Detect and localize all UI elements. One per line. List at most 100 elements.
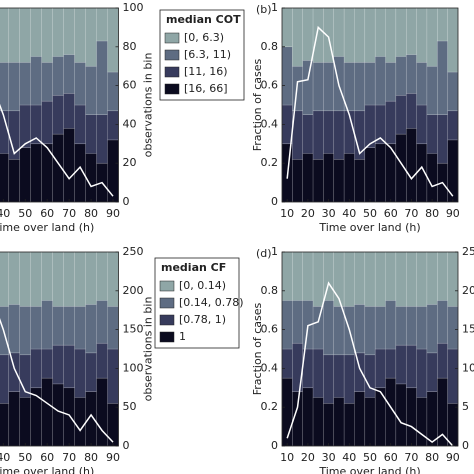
legend-label: [6.3, 11): [184, 48, 231, 61]
y2-tick-label: 15: [462, 323, 474, 336]
bar-segment: [364, 397, 376, 447]
bar-segment: [416, 348, 428, 398]
bar-segment: [74, 251, 86, 307]
bar-segment: [96, 251, 108, 301]
bar-segment: [74, 7, 86, 63]
y2-tick-label: 25: [462, 245, 474, 258]
bar-segment: [0, 354, 10, 404]
legend-swatch: [164, 49, 180, 61]
y2-tick-label: 0: [462, 439, 469, 452]
bar-segment: [374, 143, 386, 203]
bar-segment: [96, 40, 108, 115]
bar-segment: [333, 354, 345, 398]
bar-segment: [447, 139, 459, 203]
x-tick-label: 80: [84, 207, 98, 220]
y-tick-label: 0: [271, 195, 278, 208]
y2-tick-label: 100: [123, 1, 144, 14]
x-tick-label: 70: [404, 207, 418, 220]
bar-segment: [19, 62, 31, 106]
y-axis-label: Fraction of cases: [251, 302, 264, 395]
bar-segment: [107, 403, 119, 447]
bar-segment: [426, 352, 438, 392]
legend-label: [0, 0.14): [179, 279, 226, 292]
bar-segment: [281, 377, 293, 447]
x-tick-label: 80: [425, 207, 439, 220]
bar-segment: [312, 348, 324, 398]
bar-segment: [416, 104, 428, 145]
bar-segment: [323, 300, 335, 356]
bar-segment: [312, 7, 324, 63]
bar-segment: [426, 251, 438, 305]
bar-segment: [364, 147, 376, 203]
bar-segment: [107, 139, 119, 203]
x-tick-label: 30: [322, 451, 336, 464]
bar-segment: [323, 403, 335, 447]
y2-tick-label: 250: [123, 245, 144, 258]
bar-segment: [8, 251, 21, 305]
bar-segment: [281, 46, 293, 106]
bar-segment: [447, 110, 459, 141]
bar-segment: [447, 348, 459, 404]
bar-segment: [385, 62, 397, 102]
bar-segment: [343, 251, 355, 307]
bar-segment: [52, 251, 64, 307]
x-tick-label: 50: [18, 207, 32, 220]
bar-segment: [19, 306, 31, 356]
bar-segment: [437, 7, 448, 42]
bar-segment: [333, 159, 345, 203]
bar-segment: [364, 251, 376, 307]
x-tick-label: 70: [62, 207, 76, 220]
y-tick-label: 0.6: [261, 323, 279, 336]
bar-segment: [323, 110, 335, 154]
x-tick-label: 80: [84, 451, 98, 464]
bar-segment: [74, 62, 86, 106]
y2-tick-label: 0: [123, 439, 130, 452]
bar-segment: [302, 7, 314, 61]
x-axis-label: Time over land (h): [0, 221, 94, 234]
x-tick-label: 60: [384, 207, 398, 220]
bar-segment: [52, 56, 64, 96]
line-series: [0, 103, 114, 197]
panel: 10 20 30 40 50 60 70 80 90 0 0.2 0.4 0.6 0.8 1 Time ove…: [251, 1, 460, 234]
bar-segment: [8, 62, 21, 112]
bar-segment: [85, 114, 97, 154]
bar-segment: [52, 95, 64, 135]
y-tick-label: 1: [271, 1, 278, 14]
x-tick-label: 40: [0, 451, 10, 464]
x-tick-label: 10: [280, 207, 294, 220]
bar-segment: [395, 251, 407, 307]
x-tick-label: 60: [40, 451, 54, 464]
legend-swatch: [159, 314, 175, 326]
bar-segment: [312, 159, 324, 203]
bar-segment: [374, 306, 386, 350]
y2-tick-label: 80: [123, 40, 137, 53]
bar-segment: [63, 93, 75, 129]
x-tick-label: 20: [301, 451, 315, 464]
bar-segment: [437, 40, 448, 115]
bar-segment: [405, 128, 417, 203]
bar-segment: [8, 304, 21, 354]
bar-segment: [63, 54, 75, 94]
bar-segment: [8, 159, 21, 203]
bar-segment: [281, 251, 293, 301]
bar-segment: [292, 159, 303, 203]
bar-segment: [416, 306, 428, 350]
line-series: [286, 281, 454, 447]
bar-segment: [354, 251, 366, 305]
legend-label: [0.78, 1): [179, 313, 226, 326]
bar-segment: [385, 251, 397, 301]
bar-segment: [41, 100, 53, 145]
bar-segment: [41, 377, 53, 447]
legend-swatch: [159, 280, 175, 292]
bar-segment: [416, 251, 428, 307]
x-tick-label: 60: [40, 207, 54, 220]
y2-axis-label: observations in bin: [142, 297, 155, 402]
y-tick-label: 0.6: [261, 79, 279, 92]
bar-segment: [96, 7, 108, 42]
bar-segment: [416, 397, 428, 447]
bar-segment: [302, 114, 314, 154]
bar-segment: [405, 387, 417, 447]
bar-segment: [63, 128, 75, 203]
y2-tick-label: 10: [462, 361, 474, 374]
bar-segment: [426, 304, 438, 354]
